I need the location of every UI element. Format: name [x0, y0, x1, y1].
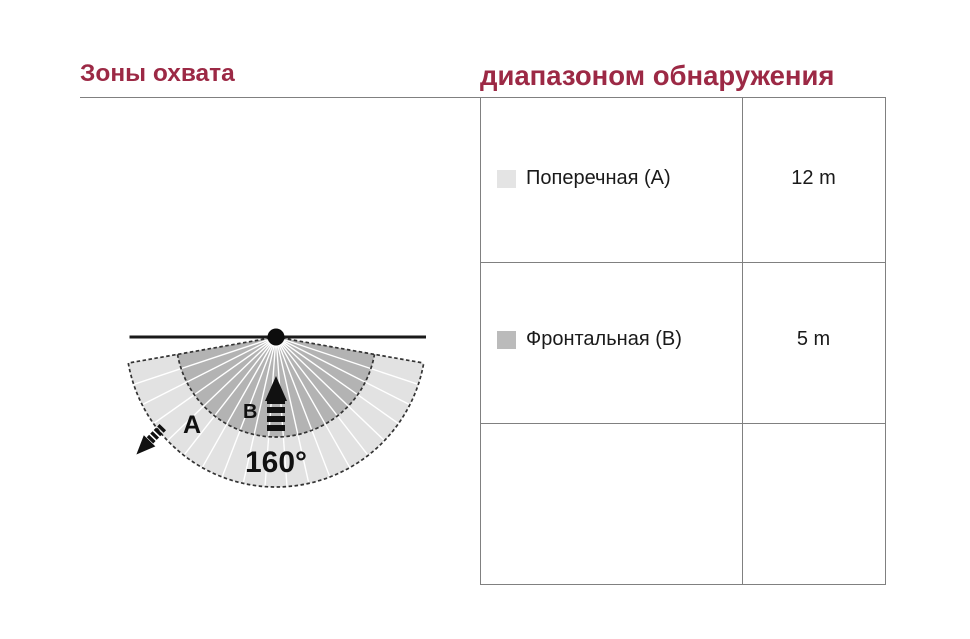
svg-text:B: B [243, 401, 257, 423]
svg-text:160°: 160° [245, 446, 307, 479]
svg-text:A: A [183, 411, 201, 439]
